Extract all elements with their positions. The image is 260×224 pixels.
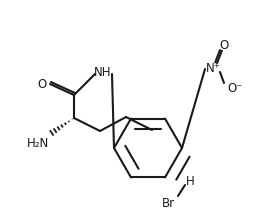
Text: H: H [186, 174, 194, 187]
Text: N⁺: N⁺ [206, 62, 220, 75]
Text: O: O [37, 78, 47, 90]
Text: NH: NH [94, 65, 112, 78]
Text: Br: Br [161, 196, 174, 209]
Text: O⁻: O⁻ [227, 82, 243, 95]
Text: H₂N: H₂N [27, 136, 49, 149]
Text: O: O [219, 39, 229, 52]
